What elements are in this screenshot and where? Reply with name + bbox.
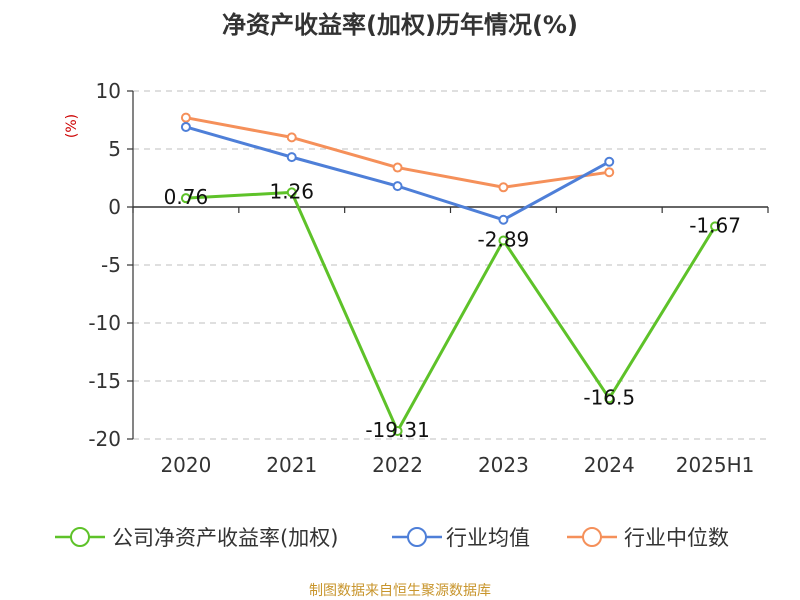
- y-tick-label: 10: [96, 79, 121, 103]
- data-point: [392, 181, 403, 192]
- y-tick-label: -10: [88, 311, 121, 335]
- data-point: [392, 425, 403, 436]
- y-tick-labels: 10 5 0 -5 -10 -15 -20: [88, 79, 121, 451]
- y-tick-label: 0: [108, 195, 121, 219]
- x-tick-label: 2023: [478, 453, 529, 477]
- legend-marker-2: [582, 527, 602, 547]
- x-tick-label: 2020: [160, 453, 211, 477]
- data-label: -16.5: [583, 385, 635, 409]
- data-label: -19.31: [365, 418, 429, 442]
- data-point: [180, 121, 191, 132]
- y-tick-label: -5: [101, 253, 121, 277]
- axes: [127, 90, 769, 440]
- legend: 公司净资产收益率(加权) 行业均值 行业中位数: [55, 526, 729, 550]
- data-point: [604, 156, 615, 167]
- series-lines: [184, 116, 717, 433]
- data-point: [498, 182, 509, 193]
- data-point: [604, 167, 615, 178]
- series-points: [180, 112, 721, 436]
- data-label: -2.89: [478, 228, 530, 252]
- gridlines: [133, 90, 768, 440]
- data-label: 0.76: [164, 185, 209, 209]
- data-label: -1.67: [689, 213, 741, 237]
- chart-title: 净资产收益率(加权)历年情况(%): [222, 11, 578, 39]
- data-source-note: 制图数据来自恒生聚源数据库: [309, 583, 491, 599]
- y-tick-label: 5: [108, 137, 121, 161]
- y-tick-label: -15: [88, 369, 121, 393]
- data-point: [286, 187, 297, 198]
- legend-marker-1: [407, 527, 427, 547]
- series-line-0: [184, 190, 717, 433]
- data-point: [286, 152, 297, 163]
- y-axis-unit-label: (%): [64, 114, 80, 138]
- legend-marker-0: [70, 527, 90, 547]
- data-label: 1.26: [269, 179, 314, 203]
- x-tick-label: 2025H1: [676, 453, 755, 477]
- x-tick-label: 2024: [584, 453, 635, 477]
- series-line-2: [184, 116, 611, 189]
- legend-label: 公司净资产收益率(加权): [112, 526, 338, 550]
- data-point: [392, 162, 403, 173]
- data-point: [286, 132, 297, 143]
- data-point: [180, 193, 191, 204]
- data-labels: 0.76 1.26 -19.31 -2.89 -16.5 -1.67: [164, 179, 741, 442]
- x-tick-labels: 2020 2021 2022 2023 2024 2025H1: [160, 453, 754, 477]
- y-tick-label: -20: [88, 427, 121, 451]
- series-line-1: [184, 125, 611, 222]
- data-point: [604, 393, 615, 404]
- data-point: [498, 214, 509, 225]
- data-point: [498, 235, 509, 246]
- data-point: [180, 112, 191, 123]
- legend-label: 行业均值: [446, 526, 530, 550]
- data-point: [710, 221, 721, 232]
- x-tick-label: 2022: [372, 453, 423, 477]
- legend-label: 行业中位数: [624, 526, 729, 550]
- x-tick-label: 2021: [266, 453, 317, 477]
